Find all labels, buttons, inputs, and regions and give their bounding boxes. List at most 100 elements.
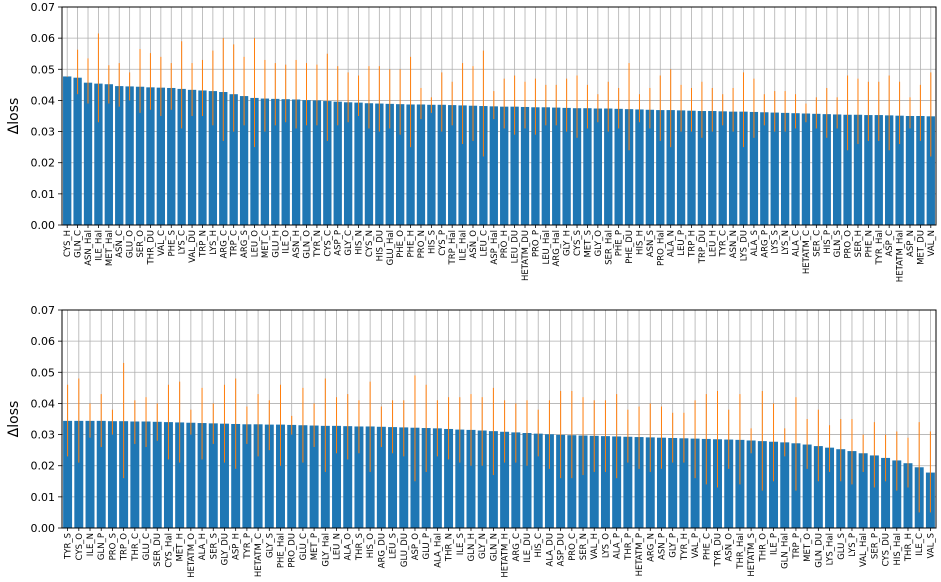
x-tick-label: GLU_S xyxy=(837,533,847,560)
bar xyxy=(242,424,252,528)
bar xyxy=(749,111,759,225)
bar xyxy=(432,428,442,528)
bar xyxy=(85,420,95,528)
bar xyxy=(175,422,185,528)
bar xyxy=(858,453,868,528)
y-tick-label: 0.05 xyxy=(31,63,56,76)
x-tick-label: HIS_P xyxy=(823,230,833,254)
bar xyxy=(892,460,902,528)
bar xyxy=(104,84,113,225)
x-tick-label: GLN_P xyxy=(97,533,107,560)
y-tick-label: 0.00 xyxy=(31,219,56,232)
x-tick-label: TRP_N xyxy=(198,230,208,258)
x-tick-label: LEU_DU xyxy=(511,230,521,263)
x-tick-label: TRP_DU xyxy=(698,230,708,264)
x-tick-label: PRO_H xyxy=(500,230,510,258)
x-tick-label: GLN_DU xyxy=(814,533,824,568)
x-tick-label: ILE_P xyxy=(770,533,780,555)
x-tick-label: PRO_C xyxy=(568,533,578,561)
bar xyxy=(583,108,592,225)
bar xyxy=(489,106,498,225)
x-tick-label: HETATM_P xyxy=(635,533,645,576)
bar xyxy=(376,426,386,528)
x-tick-label: ASN_O xyxy=(469,230,479,259)
x-tick-label: LYS_N xyxy=(781,230,791,255)
x-tick-label: MET_Hal xyxy=(105,230,115,266)
bar xyxy=(825,447,835,528)
y-axis-label: Δloss xyxy=(6,98,22,135)
bar xyxy=(812,113,821,225)
x-tick-label: GLU_Hal xyxy=(386,230,396,265)
bar xyxy=(600,436,610,528)
bar xyxy=(656,110,665,225)
x-tick-label: ALA_P xyxy=(613,533,623,559)
x-tick-label: GLY_N xyxy=(478,533,488,559)
bar xyxy=(604,108,613,225)
bar xyxy=(668,437,678,528)
x-tick-label: VAL_P xyxy=(691,533,701,558)
x-tick-label: ARG_DU xyxy=(377,533,387,568)
bar xyxy=(333,101,342,225)
y-tick-label: 0.06 xyxy=(31,335,56,348)
x-tick-label: TYR_N xyxy=(313,230,323,258)
bar xyxy=(510,106,519,225)
bar xyxy=(281,99,290,225)
x-tick-label: THR_S xyxy=(355,533,365,561)
bar xyxy=(511,432,521,528)
y-tick-label: 0.01 xyxy=(31,491,56,504)
x-tick-label: PRO_S xyxy=(108,533,118,560)
bar xyxy=(416,104,426,225)
bar xyxy=(312,100,322,225)
x-tick-label: ILE_S xyxy=(456,533,466,555)
bar xyxy=(780,442,790,528)
x-tick-label: HETATM_S xyxy=(747,533,757,577)
x-tick-label: ILE_N xyxy=(86,533,96,556)
bar xyxy=(298,425,308,528)
bar xyxy=(421,428,431,528)
x-tick-label: PHE_S xyxy=(167,230,177,257)
bar xyxy=(63,76,72,225)
x-tick-label: LEU_C xyxy=(479,230,489,257)
x-tick-label: HIS_H xyxy=(635,230,645,255)
y-tick-label: 0.01 xyxy=(31,188,56,201)
bar xyxy=(593,108,603,225)
bar xyxy=(718,111,727,225)
bar xyxy=(219,92,228,226)
bar xyxy=(881,457,891,528)
bar xyxy=(320,425,330,528)
bar xyxy=(623,436,633,528)
bar xyxy=(197,423,207,528)
x-tick-label: ALA_H xyxy=(198,533,208,560)
bar xyxy=(780,112,790,225)
bar xyxy=(926,116,935,225)
x-tick-label: THR_P xyxy=(624,533,634,561)
x-tick-label: THR_N xyxy=(445,533,455,562)
bar xyxy=(125,86,134,226)
x-tick-label: PHE_O xyxy=(396,230,406,258)
x-tick-label: CYS_C xyxy=(323,230,333,257)
x-tick-label: TYR_P xyxy=(243,533,253,560)
x-tick-label: ASN_O xyxy=(725,533,735,562)
bar xyxy=(531,107,540,225)
x-tick-label: CYS_O xyxy=(75,533,85,561)
x-tick-label: HETATM_H xyxy=(501,533,511,578)
bar xyxy=(589,435,599,528)
bar xyxy=(332,425,342,528)
bar xyxy=(146,87,155,225)
bar xyxy=(287,424,297,528)
bar xyxy=(323,101,332,225)
bar xyxy=(156,87,166,225)
x-tick-label: ASN_C xyxy=(115,230,125,258)
x-tick-label: GLY_S xyxy=(265,533,275,558)
x-tick-label: PHE_C xyxy=(702,533,712,560)
y-tick-label: 0.07 xyxy=(31,304,56,317)
bar xyxy=(466,429,476,528)
bar xyxy=(832,114,842,225)
bar xyxy=(271,98,280,225)
x-tick-label: GLU_O xyxy=(126,230,136,258)
bar xyxy=(864,115,873,225)
y-tick-label: 0.00 xyxy=(31,522,56,535)
bar xyxy=(728,111,738,225)
x-tick-label: HETATM_Hal xyxy=(896,230,906,282)
x-tick-label: GLN_O xyxy=(303,230,313,259)
